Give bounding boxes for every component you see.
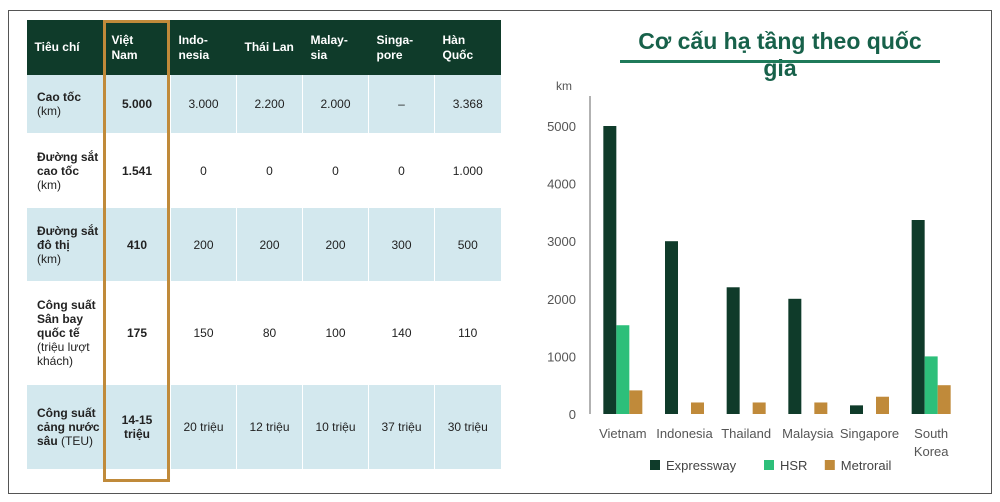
cell: 0: [368, 133, 435, 208]
cell: 2.200: [236, 75, 303, 133]
bar-expressway-vietnam: [603, 126, 617, 414]
bar-metrorail-malaysia: [814, 402, 828, 414]
cell: 80: [236, 281, 303, 385]
bar-hsr-south: [924, 356, 938, 414]
cell: 300: [368, 208, 435, 281]
bar-expressway-south: [911, 220, 925, 414]
y-tick-label: 4000: [547, 177, 576, 192]
cell: 3.000: [170, 75, 237, 133]
cell: 0: [170, 133, 237, 208]
table-row: Đường sắt cao tốc (km) 1.541 0 0 0 0 1.000: [26, 133, 501, 208]
legend-swatch-hsr: [764, 460, 774, 470]
bar-expressway-singapore: [850, 405, 863, 414]
y-tick-label: 2000: [547, 292, 576, 307]
cell: 200: [236, 208, 303, 281]
x-category-label: Vietnam: [599, 426, 646, 441]
x-category-label: Singapore: [840, 426, 899, 441]
cell: 37 triệu: [368, 385, 435, 469]
row-label: Công suất cảng nước sâu (TEU): [26, 385, 104, 469]
table-row: Công suất Sân bay quốc tế (triệu lượt khách)…: [26, 281, 501, 385]
cell-vietnam: 1.541: [103, 133, 171, 208]
cell: 200: [302, 208, 369, 281]
bar-expressway-malaysia: [788, 298, 802, 414]
bar-hsr-vietnam: [616, 325, 630, 414]
table-row: Cao tốc (km) 5.000 3.000 2.200 2.000 – 3.…: [26, 75, 501, 133]
cell: 30 triệu: [434, 385, 501, 469]
cell: 10 triệu: [302, 385, 369, 469]
row-label: Công suất Sân bay quốc tế (triệu lượt khách): [26, 281, 104, 385]
header-thailand: Thái Lan: [236, 20, 303, 75]
header-malaysia: Malay-sia: [302, 20, 369, 75]
bar-metrorail-indonesia: [691, 402, 704, 414]
legend-swatch-expressway: [650, 460, 660, 470]
legend-label-expressway: Expressway: [666, 458, 737, 473]
cell: 500: [434, 208, 501, 281]
y-tick-label: 5000: [547, 119, 576, 134]
header-indonesia: Indo-nesia: [170, 20, 237, 75]
x-category-label: Malaysia: [782, 426, 834, 441]
table-row: Đường sắt đô thị (km) 410 200 200 200 300 …: [26, 208, 501, 281]
cell: 150: [170, 281, 237, 385]
y-axis-unit-label: km: [556, 79, 572, 93]
cell: 200: [170, 208, 237, 281]
bar-metrorail-south: [937, 385, 951, 414]
row-label: Cao tốc (km): [26, 75, 104, 133]
y-tick-label: 0: [569, 407, 576, 422]
bar-expressway-thailand: [726, 287, 740, 414]
x-category-label: Korea: [914, 444, 949, 459]
cell: 20 triệu: [170, 385, 237, 469]
cell: 0: [302, 133, 369, 208]
cell: 110: [434, 281, 501, 385]
chart-title: Cơ cấu hạ tầng theo quốc gia: [638, 28, 922, 81]
cell: 1.000: [434, 133, 501, 208]
cell: 3.368: [434, 75, 501, 133]
cell: –: [368, 75, 435, 133]
bar-metrorail-thailand: [752, 402, 766, 414]
legend-swatch-metrorail: [824, 460, 835, 470]
header-singapore: Singa-pore: [368, 20, 435, 75]
row-label: Đường sắt cao tốc (km): [26, 133, 104, 208]
table-row: Công suất cảng nước sâu (TEU) 14-15 triệu 2…: [26, 385, 501, 469]
legend-label-metrorail: Metrorail: [841, 458, 892, 473]
header-korea: Hàn Quốc: [434, 20, 501, 75]
title-underline: [620, 60, 940, 63]
cell-vietnam: 5.000: [103, 75, 171, 133]
cell: 0: [236, 133, 303, 208]
x-category-label: Thailand: [721, 426, 771, 441]
cell: 140: [368, 281, 435, 385]
cell-vietnam: 410: [103, 208, 171, 281]
header-criteria: Tiêu chí: [26, 20, 104, 75]
x-category-label: South: [914, 426, 948, 441]
bar-metrorail-vietnam: [629, 390, 643, 414]
row-label: Đường sắt đô thị (km): [26, 208, 104, 281]
bar-expressway-indonesia: [665, 241, 678, 414]
bar-chart: km 0 1000 2000 3000 4000 5000 Vietnam Indonesia T…: [547, 79, 951, 473]
cell: 100: [302, 281, 369, 385]
cell-vietnam: 175: [103, 281, 171, 385]
legend-label-hsr: HSR: [780, 458, 807, 473]
y-tick-label: 3000: [547, 234, 576, 249]
header-vietnam: Việt Nam: [103, 20, 171, 75]
infrastructure-table: Tiêu chí Việt Nam Indo-nesia Thái Lan Ma…: [26, 20, 501, 469]
cell: 12 triệu: [236, 385, 303, 469]
table-header-row: Tiêu chí Việt Nam Indo-nesia Thái Lan Ma…: [26, 20, 501, 75]
y-tick-label: 1000: [547, 349, 576, 364]
bar-metrorail-singapore: [876, 396, 889, 414]
x-category-label: Indonesia: [656, 426, 713, 441]
cell: 2.000: [302, 75, 369, 133]
cell-vietnam: 14-15 triệu: [103, 385, 171, 469]
